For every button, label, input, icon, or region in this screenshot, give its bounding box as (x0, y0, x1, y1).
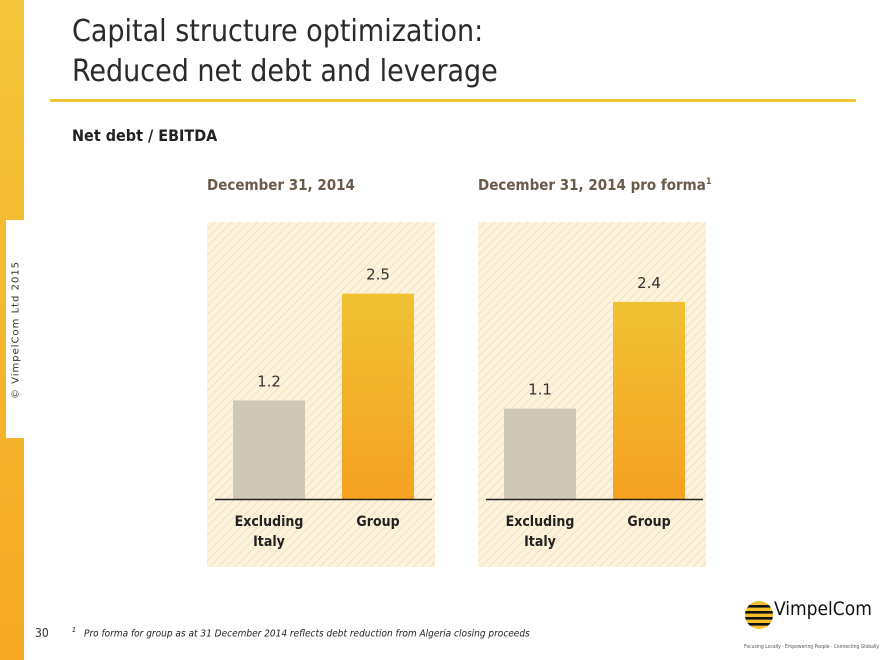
chart-title-sup: 1 (705, 177, 712, 187)
footnote-marker: 1 (72, 626, 77, 634)
category-label: Italy (524, 534, 556, 550)
chart-dec-2014-pro-forma: 1.1 Excluding Italy 2.4 Group December 31, 2… (478, 170, 728, 570)
category-label: Group (356, 514, 399, 530)
logo-wordmark: VimpelCom (774, 598, 872, 620)
bar-group (342, 293, 414, 499)
chart-title: December 31, 2014 pro forma1 (478, 176, 712, 194)
chart-title: December 31, 2014 (207, 176, 355, 194)
category-label: Group (627, 514, 670, 530)
slide-title-line-2: Reduced net debt and leverage (72, 54, 498, 89)
vimpelcom-logo: VimpelCom Focusing Locally · Empowering … (744, 596, 879, 656)
chart-svg: 1.2 Excluding Italy 2.5 Group (207, 222, 435, 567)
chart-title-text: December 31, 2014 pro forma (478, 176, 706, 194)
logo-tagline: Focusing Locally · Empowering People · C… (744, 644, 880, 650)
side-tab (6, 220, 30, 438)
category-label: Excluding (235, 514, 304, 530)
slide-title-line-1: Capital structure optimization: (72, 14, 484, 49)
chart-svg: 1.1 Excluding Italy 2.4 Group (478, 222, 706, 567)
page-number: 30 (35, 626, 49, 640)
data-label: 2.4 (637, 274, 661, 292)
data-label: 1.2 (257, 372, 281, 390)
logo-mark-icon (745, 601, 773, 629)
data-label: 1.1 (528, 381, 552, 399)
copyright-text: © VimpelCom Ltd 2015 (10, 260, 22, 400)
data-label: 2.5 (366, 266, 390, 284)
chart-title-text: December 31, 2014 (207, 176, 355, 194)
footnote: 1 Pro forma for group as at 31 December 2… (72, 626, 530, 639)
category-label: Excluding (506, 514, 575, 530)
bar-excluding-italy (504, 408, 576, 499)
category-label: Italy (253, 534, 285, 550)
bar-excluding-italy (233, 400, 305, 499)
slide-title: Capital structure optimization: Reduced … (72, 12, 498, 92)
title-divider (50, 99, 856, 102)
bar-group (613, 301, 685, 499)
chart-dec-2014: 1.2 Excluding Italy 2.5 Group December 31, 2… (207, 170, 457, 570)
chart-section-subtitle: Net debt / EBITDA (72, 126, 218, 145)
footnote-text: Pro forma for group as at 31 December 20… (84, 628, 530, 640)
